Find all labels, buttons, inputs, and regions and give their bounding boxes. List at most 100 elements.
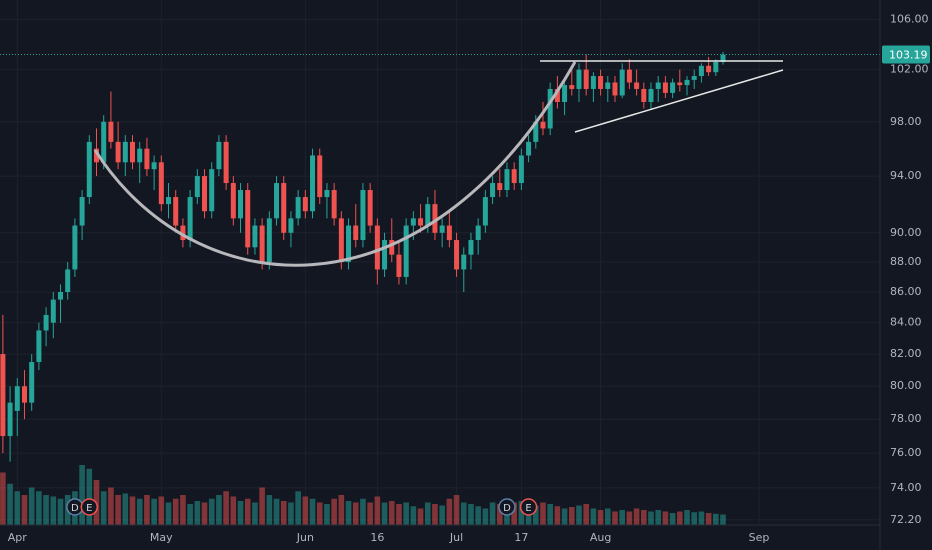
volume-bar — [518, 501, 525, 525]
candle-body — [497, 183, 503, 191]
volume-bar — [43, 495, 49, 525]
candle-body — [259, 225, 265, 263]
candle-body — [324, 190, 330, 198]
volume-bar — [417, 508, 424, 525]
candle-body — [691, 76, 697, 80]
candle-body — [432, 204, 438, 233]
candle-body — [490, 183, 496, 198]
candle-body — [79, 197, 85, 226]
candle-body — [209, 169, 215, 212]
volume-bar — [597, 510, 604, 525]
candle-body — [223, 141, 229, 184]
volume-bar — [561, 508, 568, 525]
volume-bar — [655, 510, 661, 525]
candle-body — [569, 85, 575, 89]
candle-body — [180, 225, 186, 241]
candle-body — [29, 362, 35, 403]
volume-bar — [482, 508, 489, 525]
candle-body — [202, 176, 208, 212]
event-marker — [498, 498, 516, 516]
volume-bar — [720, 514, 726, 525]
volume-bar — [187, 504, 193, 525]
candle-body — [187, 197, 193, 241]
candle-body — [670, 82, 676, 93]
y-tick-label: 94.00 — [890, 169, 922, 182]
candle-body — [14, 386, 20, 411]
candle-body — [238, 190, 244, 219]
volume-layer — [0, 465, 726, 525]
candle-body — [281, 183, 287, 233]
volume-bar — [403, 502, 409, 525]
candle-body — [93, 148, 99, 163]
volume-bar — [446, 498, 453, 525]
candle-body — [302, 197, 308, 212]
volume-bar — [230, 496, 237, 525]
volume-bar — [424, 502, 431, 525]
candle-body — [439, 225, 445, 233]
volume-bar — [547, 504, 553, 525]
candle-body — [446, 225, 452, 241]
x-tick-label: May — [150, 531, 173, 544]
candle-body — [122, 141, 128, 163]
candle-body — [36, 330, 42, 363]
candle-body — [713, 62, 719, 73]
volume-bar — [244, 498, 251, 525]
candle-body — [252, 225, 258, 248]
candle-body — [396, 254, 402, 277]
volume-bar — [590, 508, 597, 525]
volume-bar — [576, 505, 582, 525]
candle-body — [454, 240, 460, 270]
volume-bar — [640, 510, 647, 525]
x-tick-label: Sep — [749, 531, 770, 544]
annotations — [93, 60, 784, 267]
candle-body — [310, 155, 316, 212]
candle-body — [166, 197, 172, 205]
candle-body — [475, 225, 481, 241]
volume-bar — [0, 472, 6, 525]
candle-body — [425, 204, 431, 226]
y-tick-label: 72.20 — [890, 513, 922, 526]
y-tick-label: 80.00 — [890, 379, 922, 392]
volume-bar — [374, 496, 381, 525]
volume-bar — [439, 505, 445, 525]
volume-bar — [50, 496, 57, 525]
volume-bar — [633, 508, 640, 525]
candle-body — [598, 76, 604, 89]
volume-bar — [208, 498, 215, 525]
volume-bar — [604, 508, 611, 525]
y-tick-label: 106.00 — [890, 13, 929, 26]
candle-body — [360, 190, 366, 241]
candle-body — [562, 85, 568, 102]
volume-bar — [172, 498, 179, 525]
y-tick-label: 102.00 — [890, 63, 929, 76]
volume-bar — [432, 504, 438, 525]
volume-bar — [662, 511, 669, 525]
volume-bar — [684, 510, 690, 525]
candle-body — [57, 292, 63, 300]
candle-body — [547, 88, 553, 129]
volume-bar — [583, 504, 589, 525]
candle-body — [612, 82, 618, 96]
volume-bar — [144, 495, 150, 525]
x-tick-label: Aug — [590, 531, 611, 544]
volume-bar — [352, 502, 359, 525]
x-tick-label: 16 — [370, 531, 384, 544]
event-label: E — [525, 503, 531, 514]
volume-bar — [108, 487, 114, 525]
volume-bar — [158, 496, 165, 525]
candle-body — [86, 141, 92, 198]
volume-bar — [691, 512, 698, 525]
volume-bar — [237, 501, 244, 525]
candle-body — [540, 121, 546, 129]
volume-bar — [14, 491, 21, 525]
candle-body — [137, 148, 143, 163]
y-tick-label: 98.00 — [890, 115, 922, 128]
volume-bar — [21, 495, 28, 525]
candle-body — [382, 240, 388, 270]
volume-bar — [57, 498, 64, 525]
trend-line — [574, 69, 784, 133]
candle-body — [590, 76, 596, 89]
volume-bar — [540, 502, 546, 525]
